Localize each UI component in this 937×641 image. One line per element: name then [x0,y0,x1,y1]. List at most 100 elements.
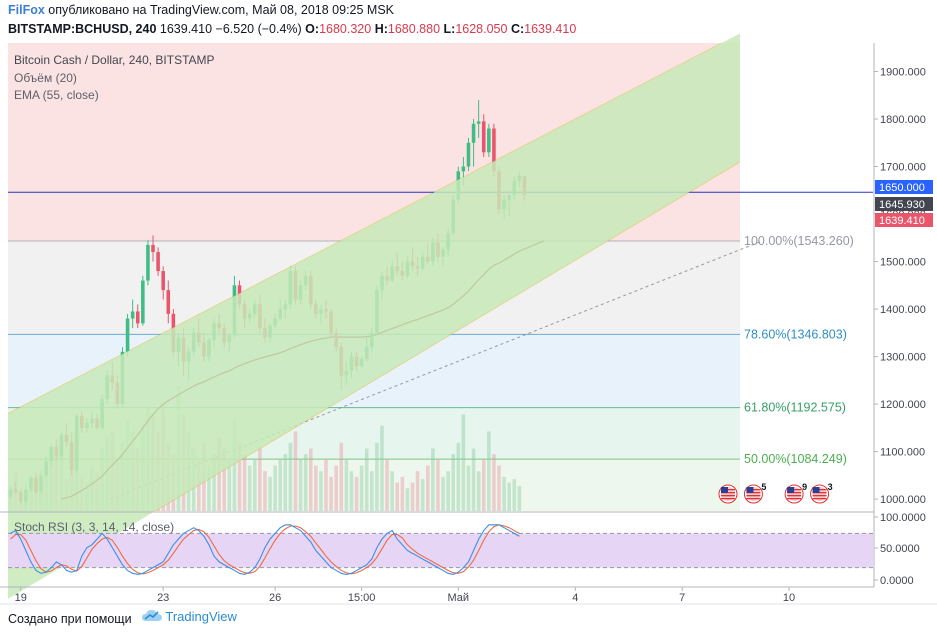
volume-legend[interactable]: Объём (20) [14,71,77,85]
volume-bar [354,476,359,511]
candle [471,119,476,167]
fib-label-3: 50.00%(1084.249) [744,452,847,466]
event-flag-icon-0 [718,484,738,504]
volume-bar [456,442,461,511]
tradingview-cloud-icon [142,610,162,621]
volume-bar [405,488,410,511]
symbol-label[interactable]: BITSTAMP:BCHUSD, 240 [8,22,157,36]
candle [161,266,165,300]
candle [151,235,155,262]
volume-bar [237,442,242,511]
candle [141,275,145,326]
volume-bar [410,482,415,511]
published-text: опубликовано на TradingView.com, Май 08,… [48,3,395,17]
candle [166,280,171,324]
fib-label-2: 61.80%(1192.575) [744,401,846,415]
volume-bar [385,459,389,511]
price-tick-label: 1900.000 [880,67,926,79]
price-tag-label: 1639.410 [879,215,925,227]
candle-body [156,252,160,272]
header-ohlc-line: BITSTAMP:BCHUSD, 240 1639.410 −6.520 (−0… [8,22,576,36]
candle-body [125,318,130,352]
volume-bar [288,442,293,511]
footer-made-with: Создано при помощи [8,612,132,626]
volume-bar [319,471,323,511]
candle-body [481,121,486,153]
price-tick-label: 1700.000 [880,162,926,174]
price-tag-label: 1650.000 [879,182,925,194]
volume-bar [258,448,262,511]
event-flag-icon-2 [784,484,804,504]
fib-label-0: 100.00%(1543.260) [744,234,854,248]
volume-bar [441,476,445,511]
volume-bar [481,459,486,511]
candle [146,240,150,286]
volume-bar [395,482,400,511]
volume-bar [380,425,384,511]
time-tick-label: 7 [679,592,685,604]
time-tick-label: Май [448,592,470,604]
stoch-rsi-legend[interactable]: Stoch RSI (3, 3, 14, 14, close) [14,520,175,534]
volume-bar [517,486,522,511]
candle [481,114,486,158]
volume-bar [207,465,211,511]
fib-label-1: 78.60%(1346.803) [744,327,847,341]
ema-legend[interactable]: EMA (55, close) [14,88,99,102]
candle-body [161,271,165,291]
volume-bar [364,448,369,511]
volume-bar [492,454,496,511]
chart-title-legend[interactable]: Bitcoin Cash / Dollar, 240, BITSTAMP [14,53,215,67]
volume-bar [487,431,491,511]
candle-body [492,128,496,172]
price-tag-label: 1645.930 [879,199,925,211]
volume-bar [263,471,267,511]
candle-body [471,123,476,143]
candle-body [461,166,466,172]
candle [476,100,481,139]
volume-bar [431,448,435,511]
volume-bar [197,459,201,511]
author-name[interactable]: FilFox [8,3,45,17]
volume-bar [476,471,481,511]
open-label: O: [305,22,320,36]
candle [466,138,471,172]
volume-bar [232,420,237,511]
price-tick-label: 1000.000 [880,494,926,506]
stoch-tick-label: 100.0000 [880,512,926,524]
volume-bar [303,454,308,511]
volume-bar [425,465,430,511]
stoch-tick-label: 0.0000 [880,575,914,587]
price-tag-bg [875,180,933,194]
candle-body [130,311,135,319]
volume-bar [497,465,501,511]
volume-bar [293,431,298,511]
volume-bar [314,465,318,511]
price-tag-bg [875,213,933,227]
volume-bar [278,459,283,511]
volume-bar [339,442,344,511]
volume-bar [344,459,349,511]
volume-bar [222,448,227,511]
event-flag-icon-1 [743,484,763,504]
volume-bar [217,437,221,511]
candle-body [151,244,155,253]
candle-body [466,142,471,167]
volume-bar [461,414,466,511]
tradingview-logo[interactable]: TradingView [142,609,237,624]
volume-bar [283,454,288,511]
high-value: 1680.880 [387,22,441,36]
price-tag-bg [875,197,933,211]
volume-bar [512,479,517,511]
volume-bar [370,471,374,511]
event-flag-badge: 3 [828,482,833,492]
volume-bar [446,471,450,511]
stoch-band [8,533,873,568]
volume-bar [329,476,333,511]
close-value: 1639.410 [524,22,577,36]
stoch-d-line [10,524,520,575]
price-tick-label: 1400.000 [880,304,926,316]
volume-bar [466,465,471,511]
volume-bar [334,465,338,511]
candle [156,247,160,276]
